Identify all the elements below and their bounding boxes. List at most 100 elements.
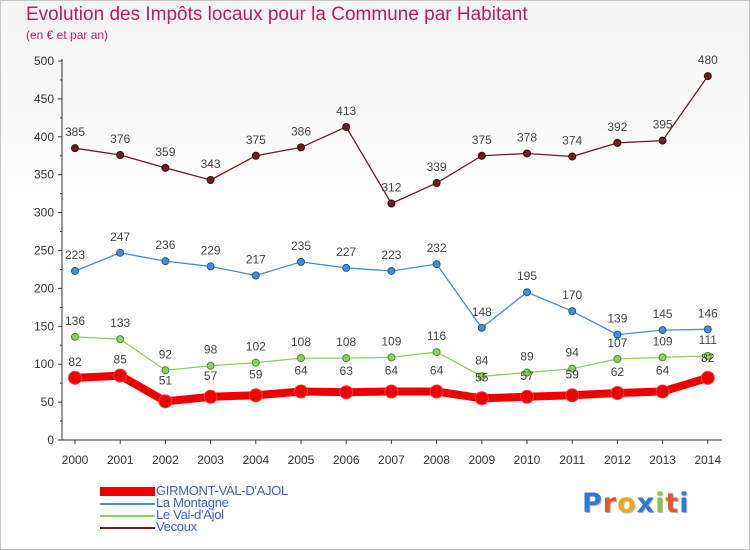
data-point (477, 372, 486, 381)
x-tick-label: 2012 (604, 453, 631, 467)
data-label: 136 (65, 314, 85, 328)
data-label: 111 (699, 333, 718, 347)
data-point (387, 199, 396, 208)
data-label: 108 (291, 335, 311, 349)
brand-letter: o (617, 488, 637, 519)
data-label: 229 (201, 243, 221, 257)
x-tick-label: 2009 (468, 453, 495, 467)
data-point (477, 323, 486, 332)
data-label: 376 (110, 132, 130, 146)
data-label: 133 (110, 316, 130, 330)
data-point (520, 389, 534, 404)
data-label: 413 (336, 104, 356, 118)
data-point (116, 248, 125, 257)
data-label: 116 (427, 329, 446, 343)
data-point (658, 353, 667, 362)
x-tick-label: 2008 (423, 453, 450, 467)
data-point (161, 163, 170, 172)
y-tick-label: 0 (47, 433, 54, 447)
data-point (71, 144, 79, 153)
legend-swatch (100, 527, 155, 529)
data-label: 82 (701, 351, 715, 365)
data-label: 395 (653, 118, 673, 132)
data-label: 385 (65, 125, 85, 139)
data-label: 82 (68, 355, 82, 369)
data-label: 374 (562, 134, 582, 148)
data-point (658, 326, 667, 335)
data-point (387, 353, 396, 362)
data-point (610, 386, 625, 401)
data-label: 343 (201, 157, 221, 171)
data-point (432, 260, 441, 269)
x-tick-label: 2002 (152, 453, 179, 467)
x-tick-label: 2003 (197, 453, 224, 467)
data-point (703, 325, 712, 334)
data-label: 64 (385, 363, 399, 377)
data-label: 63 (340, 364, 354, 378)
brand-letter: t (665, 488, 680, 519)
data-point (432, 179, 441, 188)
legend-label: Vecoux (156, 519, 197, 534)
brand-logo: Proxiti (582, 488, 690, 519)
data-label: 170 (562, 288, 582, 302)
x-tick-label: 2011 (559, 453, 585, 467)
data-point (342, 354, 351, 363)
y-tick-label: 300 (34, 206, 54, 220)
y-tick-label: 250 (34, 244, 54, 258)
data-point (700, 370, 715, 385)
legend-label: Le Val-d'Ajol (156, 507, 224, 522)
data-label: 84 (475, 353, 489, 367)
data-point (384, 384, 399, 399)
data-label: 89 (520, 350, 534, 364)
data-point (294, 384, 308, 399)
y-tick-label: 200 (34, 281, 54, 295)
x-tick-label: 2006 (333, 453, 360, 467)
x-tick-label: 2004 (242, 453, 269, 467)
data-point (613, 354, 622, 363)
data-point (161, 366, 170, 375)
data-point (113, 368, 128, 383)
data-point (297, 143, 305, 152)
data-label: 312 (381, 181, 401, 195)
x-tick-label: 2014 (694, 453, 721, 467)
data-point (565, 388, 580, 403)
data-label: 92 (159, 347, 173, 361)
data-point (568, 307, 577, 316)
data-label: 107 (607, 336, 627, 350)
data-label: 59 (249, 367, 263, 381)
brand-letter: P (582, 488, 603, 519)
brand-letter: r (602, 488, 618, 519)
data-point (523, 368, 531, 377)
data-point (71, 332, 79, 341)
data-label: 339 (427, 160, 447, 174)
chart-title: Evolution des Impôts locaux pour la Comm… (26, 4, 528, 25)
data-label: 375 (246, 133, 266, 147)
data-label: 109 (653, 334, 673, 348)
data-point (203, 389, 218, 404)
data-label: 217 (246, 253, 266, 267)
data-label: 148 (472, 305, 492, 319)
data-label: 94 (566, 346, 580, 360)
data-point (251, 151, 260, 160)
brand-letter: i (655, 488, 666, 519)
data-label: 108 (336, 335, 356, 349)
data-label: 109 (381, 334, 401, 348)
legend-label: GIRMONT-VAL-D'AJOL (156, 483, 288, 498)
data-point (158, 394, 173, 409)
x-tick-label: 2000 (62, 453, 89, 467)
brand-letter: i (679, 488, 690, 519)
data-label: 145 (653, 307, 673, 321)
data-label: 480 (698, 53, 718, 67)
y-tick-label: 350 (34, 168, 54, 182)
data-label: 386 (291, 124, 311, 138)
data-point (523, 288, 531, 297)
data-label: 392 (607, 120, 627, 134)
data-point (71, 266, 79, 275)
data-point (568, 152, 577, 161)
data-point (655, 384, 670, 399)
legend-swatch (100, 515, 155, 517)
data-label: 223 (381, 248, 401, 262)
legend-swatch (100, 487, 155, 496)
data-label: 85 (114, 353, 128, 367)
